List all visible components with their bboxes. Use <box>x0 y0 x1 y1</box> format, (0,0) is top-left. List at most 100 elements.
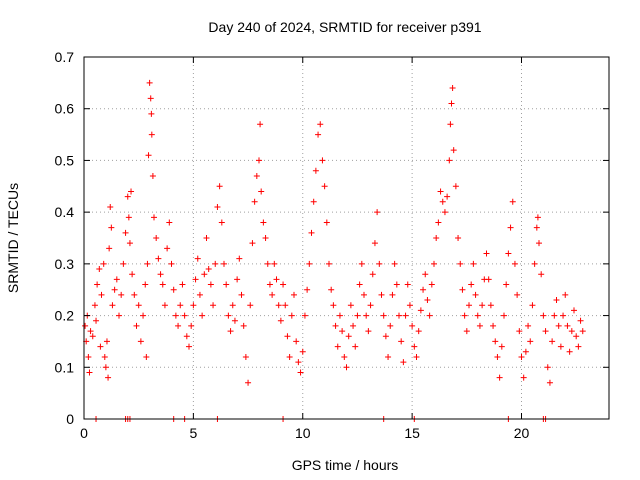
data-point <box>449 85 456 92</box>
data-point <box>151 214 157 221</box>
data-point <box>568 328 575 335</box>
data-point <box>422 271 429 278</box>
data-point <box>129 271 136 278</box>
data-point <box>330 302 337 309</box>
data-point <box>350 322 357 329</box>
data-point <box>257 121 264 128</box>
data-point <box>507 224 514 231</box>
data-point <box>179 281 186 288</box>
y-tick-label: 0.2 <box>55 308 75 324</box>
data-point <box>147 95 154 102</box>
data-point <box>415 328 422 335</box>
y-tick-label: 0.4 <box>55 204 75 220</box>
data-point <box>216 183 223 190</box>
y-tick-label: 0 <box>66 411 74 427</box>
data-point <box>336 312 343 319</box>
data-point <box>102 364 109 371</box>
data-point <box>409 322 416 329</box>
data-point <box>238 291 245 298</box>
data-point <box>531 260 538 267</box>
data-point <box>420 286 427 293</box>
data-point <box>527 338 534 345</box>
data-point <box>124 193 131 200</box>
data-point <box>148 131 155 138</box>
data-point <box>223 281 230 288</box>
data-point <box>111 286 118 293</box>
data-point <box>100 260 107 267</box>
data-point <box>201 271 208 278</box>
data-point <box>560 312 567 319</box>
data-point <box>463 328 470 335</box>
data-point <box>396 312 402 319</box>
data-point <box>192 276 199 283</box>
data-point <box>361 291 367 298</box>
data-point <box>249 240 256 247</box>
data-point <box>145 152 152 159</box>
y-tick-label: 0.7 <box>55 49 75 65</box>
data-point <box>172 312 179 319</box>
data-point <box>271 260 278 267</box>
data-point <box>319 157 326 164</box>
data-point <box>96 266 103 273</box>
data-point <box>461 312 468 319</box>
y-axis-label: SRMTID / TECUs <box>5 183 21 293</box>
data-point <box>533 224 540 231</box>
data-point <box>411 343 418 350</box>
data-point <box>447 121 454 128</box>
data-point <box>476 322 483 329</box>
data-point <box>317 121 324 128</box>
data-point <box>181 312 188 319</box>
data-point <box>86 369 93 376</box>
data-point <box>555 322 562 329</box>
data-point <box>97 343 104 350</box>
data-point <box>188 322 195 329</box>
data-point <box>157 271 164 278</box>
data-point <box>424 297 431 304</box>
data-point <box>260 219 267 226</box>
data-point <box>398 338 405 345</box>
data-point <box>94 281 101 288</box>
data-point <box>431 260 437 267</box>
data-point <box>312 167 319 174</box>
data-point <box>126 240 133 247</box>
data-point <box>573 333 580 340</box>
data-point <box>212 260 219 267</box>
data-point <box>304 286 311 293</box>
data-point <box>87 328 94 335</box>
data-point <box>240 322 247 329</box>
data-point <box>291 291 297 298</box>
data-point <box>437 188 444 195</box>
data-point <box>332 322 339 329</box>
data-point <box>108 224 115 231</box>
data-point <box>579 328 586 335</box>
data-point <box>98 291 105 298</box>
data-point <box>93 317 100 324</box>
data-point <box>577 317 584 324</box>
data-point <box>155 255 162 262</box>
data-point <box>236 255 243 262</box>
grid-lines <box>84 57 609 419</box>
x-tick-label: 15 <box>404 425 420 441</box>
data-point <box>525 322 532 329</box>
data-point <box>514 291 521 298</box>
data-point <box>538 271 545 278</box>
data-point <box>282 302 289 309</box>
data-point <box>501 312 507 319</box>
data-point <box>175 322 182 329</box>
data-point <box>225 312 232 319</box>
data-point <box>389 291 396 298</box>
data-point <box>251 198 258 205</box>
data-point <box>148 110 155 117</box>
data-point <box>207 281 214 288</box>
data-point <box>441 209 448 216</box>
data-point <box>284 333 291 340</box>
y-tick-label: 0.1 <box>55 359 75 375</box>
data-point <box>183 333 190 340</box>
data-point <box>247 302 254 309</box>
data-point <box>542 328 549 335</box>
data-point <box>358 260 365 267</box>
data-point <box>306 260 313 267</box>
data-point <box>428 281 435 288</box>
data-point <box>518 353 525 360</box>
data-point <box>190 302 197 309</box>
